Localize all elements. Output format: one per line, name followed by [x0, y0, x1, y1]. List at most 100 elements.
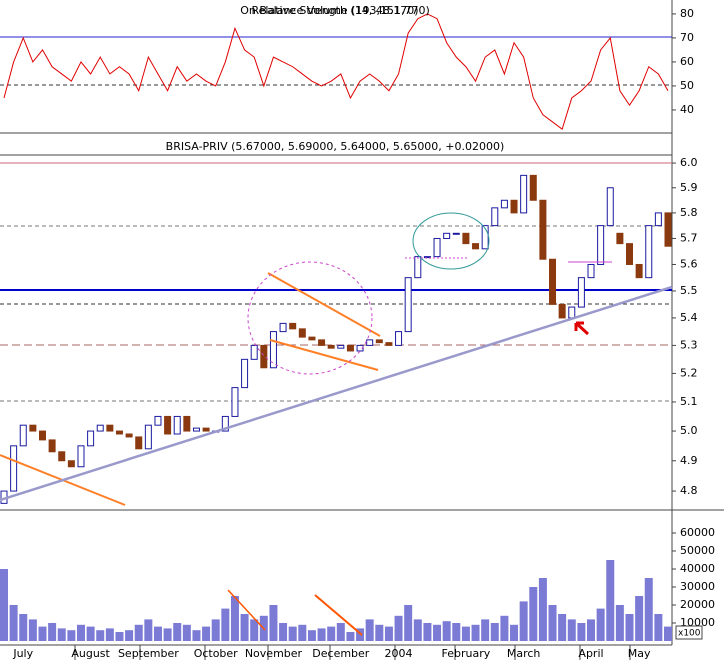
volume-bar: [105, 628, 114, 641]
volume-bar: [500, 615, 509, 641]
candle: [491, 207, 499, 227]
volume-bar: [452, 622, 461, 641]
y-tick-label: 20000: [680, 598, 715, 611]
candle: [183, 415, 191, 432]
candle: [414, 256, 422, 279]
y-tick-label: 50000: [680, 544, 715, 557]
y-tick-label: 60000: [680, 526, 715, 539]
volume-bar: [596, 608, 605, 641]
candle: [568, 306, 576, 319]
y-tick-label: 5.6: [680, 257, 698, 270]
volume-bar: [413, 619, 422, 641]
y-tick-label: 50: [680, 79, 694, 92]
volume-bar: [153, 626, 162, 641]
volume-bar: [38, 626, 47, 641]
volume-bar: [327, 626, 336, 641]
candle: [241, 358, 249, 389]
y-tick-label: 5.5: [680, 284, 698, 297]
candle: [395, 331, 403, 346]
candle: [115, 430, 123, 435]
volume-bar: [519, 601, 528, 641]
unit-box: [675, 625, 703, 640]
x-tick-label: November: [245, 647, 303, 660]
volume-bar: [19, 613, 28, 641]
candle: [192, 427, 200, 432]
x-tick-label: September: [118, 647, 179, 660]
candle: [164, 415, 172, 435]
y-tick-label: 5.9: [680, 181, 698, 194]
candle: [327, 344, 335, 349]
volume-bar: [134, 624, 143, 641]
y-tick-label: 5.7: [680, 231, 698, 244]
volume-bar: [182, 624, 191, 641]
candle: [375, 339, 383, 344]
candle: [356, 344, 364, 352]
volume-bar: [317, 628, 326, 641]
volume-bar: [529, 586, 538, 641]
volume-bar: [394, 615, 403, 641]
candle: [366, 339, 374, 346]
x-tick-label: December: [312, 647, 370, 660]
candle: [539, 199, 547, 260]
volume-bar: [375, 624, 384, 641]
candle: [48, 439, 56, 453]
volume-bar: [96, 630, 105, 641]
candle: [260, 344, 268, 369]
volume-bar: [76, 624, 85, 641]
volume-bar: [144, 619, 153, 641]
candle: [529, 174, 537, 201]
volume-bar: [433, 624, 442, 641]
annotations: [0, 212, 673, 636]
candle: [597, 225, 605, 265]
candle: [462, 232, 470, 245]
candle: [404, 277, 412, 333]
volume-bar: [336, 622, 345, 641]
y-tick-label: 5.2: [680, 366, 698, 379]
y-tick-label: 5.3: [680, 338, 698, 351]
candle: [221, 415, 229, 432]
candle: [577, 277, 585, 308]
volume-bar: [298, 624, 307, 641]
candle: [500, 199, 508, 209]
unit-label: x100: [678, 629, 701, 639]
candle: [423, 256, 431, 259]
volume-bar: [365, 619, 374, 641]
candle: [654, 212, 662, 227]
x-tick-label: April: [578, 647, 603, 660]
volume-bar: [567, 619, 576, 641]
y-tick-label: 70: [680, 31, 694, 44]
volume-bar: [0, 568, 8, 641]
frame: [0, 0, 724, 646]
candle: [19, 424, 27, 447]
candle: [645, 225, 653, 279]
candle: [626, 243, 634, 265]
rsi-title: Relative Strength (14, 48.170): [252, 4, 419, 17]
x-tick-label: 2004: [385, 647, 413, 660]
candle: [87, 430, 95, 447]
candle: [29, 424, 37, 432]
volume-bar: [48, 622, 57, 641]
volume-bar: [250, 619, 259, 641]
volume-bar: [115, 631, 124, 641]
candle: [318, 339, 326, 346]
volume-bar: [221, 608, 230, 641]
candle: [346, 344, 354, 352]
overlay-title: On Balance Volume (193,151,770): [240, 4, 429, 17]
candle: [337, 344, 345, 349]
candle: [289, 322, 297, 330]
x-tick-label: March: [507, 647, 541, 660]
volume-bar: [423, 622, 432, 641]
candle: [202, 427, 210, 432]
volume-bar: [461, 626, 470, 641]
volume-bar: [67, 630, 76, 641]
candle: [510, 199, 518, 214]
volume-bar: [577, 622, 586, 641]
y-tick-label: 80: [680, 7, 694, 20]
candle: [250, 344, 258, 360]
volume-bar: [615, 604, 624, 641]
volume-bar: [356, 628, 365, 641]
volume-bar: [288, 626, 297, 641]
volume-bar: [644, 577, 653, 641]
volume-bar: [173, 622, 182, 641]
